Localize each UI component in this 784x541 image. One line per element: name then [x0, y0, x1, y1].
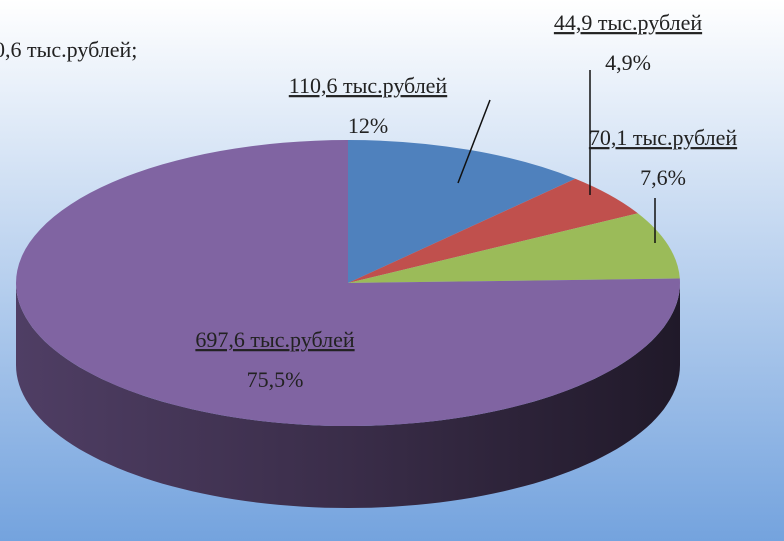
annotation: 0,6 тыс.рублей; — [0, 37, 137, 62]
category-label: 44,9 тыс.рублей — [554, 10, 702, 35]
slice — [348, 213, 680, 283]
value-label: 7,6% — [640, 165, 686, 190]
value-label: 4,9% — [605, 50, 651, 75]
slice — [348, 178, 638, 283]
slice — [348, 140, 576, 283]
leader-line — [457, 99, 491, 184]
value-label: 12% — [348, 113, 388, 138]
value-label: 75,5% — [247, 367, 304, 392]
slice-side — [16, 283, 680, 508]
category-label: 697,6 тыс.рублей — [195, 327, 354, 352]
category-label: 70,1 тыс.рублей — [589, 125, 737, 150]
slice — [15, 140, 681, 426]
category-label: 110,6 тыс.рублей — [289, 73, 448, 98]
